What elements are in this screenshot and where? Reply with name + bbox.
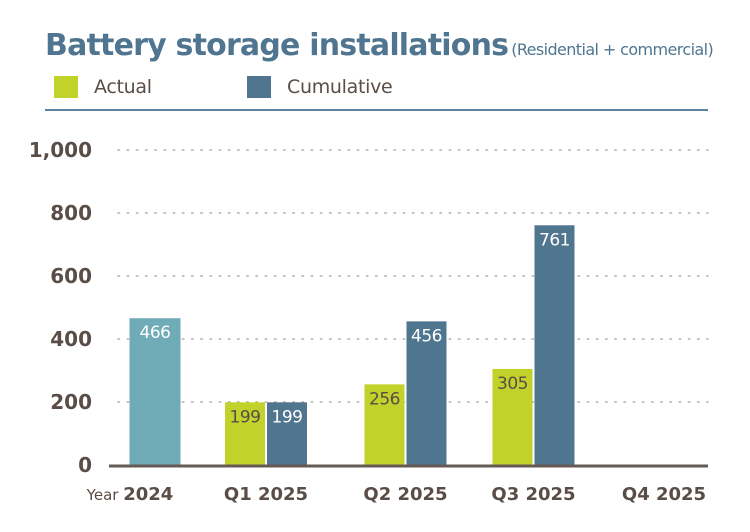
bar-cumulative: [534, 225, 575, 465]
bar-actual: [364, 384, 405, 465]
data-label-actual: 256: [369, 389, 400, 409]
bar-cumulative: [267, 402, 307, 465]
header-divider: [45, 109, 708, 111]
data-label-cumulative: 456: [411, 326, 442, 346]
bar-cumulative: [406, 321, 447, 465]
data-label-cumulative: 199: [272, 407, 303, 427]
data-label-annual: 466: [140, 323, 171, 343]
y-tick-label: 200: [50, 390, 92, 414]
legend-swatch-actual: [54, 76, 78, 98]
x-tick-prefix: Year: [86, 486, 124, 504]
bar-actual: [225, 402, 265, 465]
bar-annual: [129, 318, 181, 465]
chart-title-block: Battery storage installations (Residentia…: [45, 28, 714, 63]
x-tick-label: Q1 2025: [224, 484, 308, 505]
x-tick-label: Q4 2025: [622, 484, 706, 505]
legend-item-actual: Actual: [54, 76, 152, 98]
data-label-actual: 199: [230, 407, 261, 427]
chart-title: Battery storage installations: [45, 28, 509, 63]
legend-label-actual: Actual: [94, 76, 152, 98]
y-tick-label: 400: [50, 327, 92, 351]
x-tick-label: Year 2024: [86, 484, 174, 505]
bar-actual: [492, 368, 533, 465]
legend-label-cumulative: Cumulative: [287, 76, 393, 98]
data-label-cumulative: 761: [539, 230, 570, 250]
x-tick-label: Q3 2025: [491, 484, 575, 505]
chart-subtitle: (Residential + commercial): [511, 40, 714, 59]
y-tick-label: 1,000: [29, 138, 92, 162]
x-tick-label: Q2 2025: [363, 484, 447, 505]
y-tick-label: 0: [78, 453, 92, 477]
legend-swatch-cumulative: [247, 76, 271, 98]
y-tick-label: 600: [50, 264, 92, 288]
data-label-actual: 305: [497, 374, 528, 394]
x-tick-main: 2024: [123, 484, 173, 505]
legend-item-cumulative: Cumulative: [247, 76, 393, 98]
y-tick-label: 800: [50, 201, 92, 225]
